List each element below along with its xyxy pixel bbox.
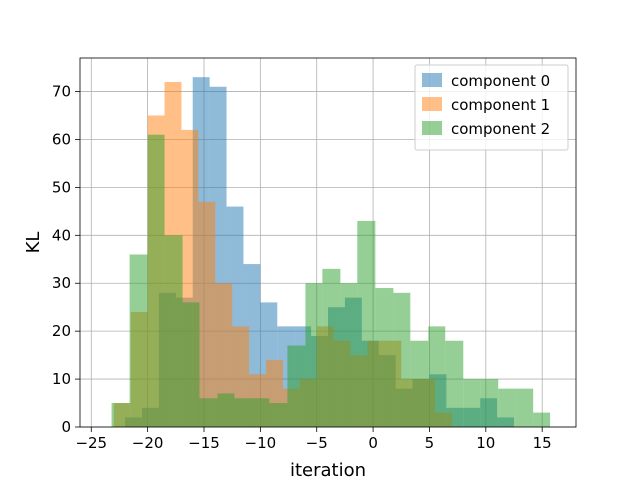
x-tick-label: −25 <box>75 434 107 452</box>
x-tick-label: −10 <box>245 434 277 452</box>
histogram-bar-series-2 <box>515 388 534 427</box>
histogram-bar-series-2 <box>217 393 235 427</box>
y-tick-label: 0 <box>61 418 71 436</box>
legend-label: component 0 <box>451 72 550 90</box>
histogram-bar-series-2 <box>322 268 341 427</box>
x-tick-label: −20 <box>132 434 164 452</box>
histogram-bar-series-2 <box>410 340 429 427</box>
histogram-bar-series-2 <box>129 254 148 427</box>
histogram-bar-series-2 <box>428 326 446 427</box>
histogram-bar-series-2 <box>147 134 165 427</box>
x-tick-label: 10 <box>476 434 495 452</box>
histogram-bar-series-2 <box>375 288 394 427</box>
histogram-bar-series-2 <box>287 345 306 427</box>
legend-swatch <box>422 97 442 111</box>
y-tick-label: 40 <box>52 226 71 244</box>
x-axis-ticks: −25 −20 −15 −10 −5 0 5 10 15 <box>75 427 552 452</box>
y-tick-label: 50 <box>52 178 71 196</box>
histogram-bar-series-2 <box>445 340 464 427</box>
x-axis-label: iteration <box>290 460 366 480</box>
histogram-bar-series-1 <box>215 283 233 427</box>
x-tick-label: 15 <box>533 434 552 452</box>
histogram-bar-series-1 <box>198 201 216 427</box>
legend-label: component 2 <box>451 120 550 138</box>
x-tick-label: 0 <box>368 434 378 452</box>
x-tick-label: −5 <box>306 434 328 452</box>
y-axis-label: KL <box>23 232 44 254</box>
histogram-bar-series-2 <box>305 283 323 427</box>
histogram-bar-series-2 <box>340 283 358 427</box>
y-tick-label: 30 <box>52 274 71 292</box>
legend-box <box>414 64 569 151</box>
x-tick-label: −15 <box>188 434 220 452</box>
histogram-bar-series-2 <box>463 379 481 427</box>
histogram-bar-series-2 <box>498 388 516 427</box>
y-tick-label: 20 <box>52 322 71 340</box>
histogram-bars <box>111 77 551 428</box>
histogram-bar-series-2 <box>234 398 253 427</box>
histogram-bar-series-2 <box>269 403 288 427</box>
histogram-bar-series-2 <box>480 379 499 427</box>
plot-frame <box>79 57 577 428</box>
legend-label: component 1 <box>451 96 550 114</box>
y-tick-label: 60 <box>52 130 71 148</box>
legend-swatch <box>422 121 442 135</box>
legend: component 0 component 1 component 2 <box>414 64 569 151</box>
legend-swatch <box>422 73 442 87</box>
histogram-bar-series-2 <box>182 302 200 427</box>
y-tick-label: 10 <box>52 370 71 388</box>
histogram-bar-series-2 <box>199 398 218 427</box>
y-tick-label: 70 <box>52 83 71 101</box>
histogram-bar-series-2 <box>393 292 411 427</box>
y-axis-ticks: 0 10 20 30 40 50 60 70 <box>52 83 80 436</box>
histogram-bar-series-2 <box>111 403 130 427</box>
histogram-bar-series-2 <box>164 235 183 427</box>
x-tick-label: 5 <box>425 434 435 452</box>
histogram-bar-series-2 <box>533 412 551 427</box>
histogram-bar-series-2 <box>357 220 376 427</box>
histogram-bar-series-2 <box>252 398 270 427</box>
